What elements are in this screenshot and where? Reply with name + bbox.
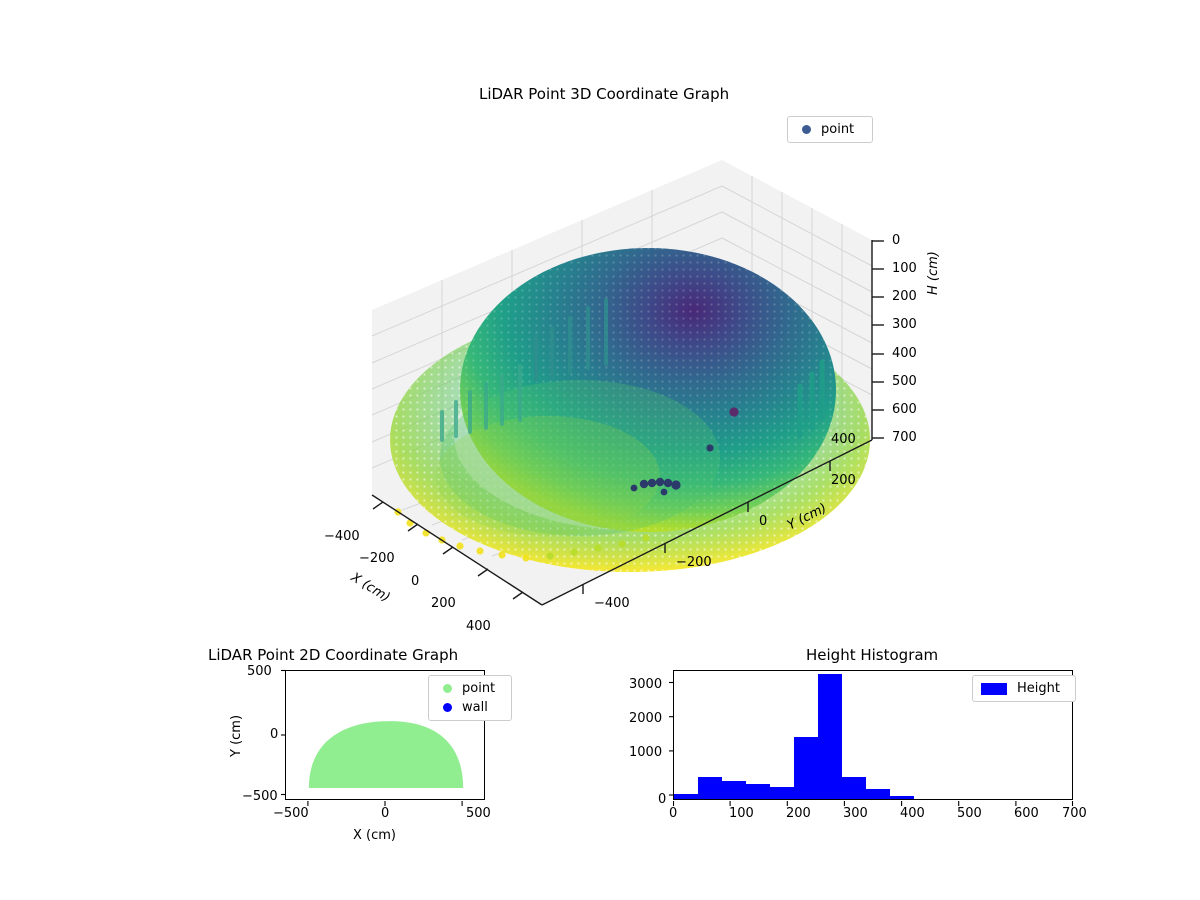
hist-ytick-1: 1000: [629, 745, 663, 760]
plot3d-xtick-1: −200: [359, 551, 395, 566]
plot2d-ytick-0: −500: [242, 789, 278, 804]
plot3d-ztick-2: 200: [892, 289, 917, 304]
plot3d-zlabel: H (cm): [926, 251, 941, 295]
histogram-bar: [746, 783, 770, 799]
plot3d-title: LiDAR Point 3D Coordinate Graph: [479, 85, 730, 103]
plot2d-xtick-1: 0: [381, 806, 390, 821]
plot3d-ztick-3: 300: [892, 317, 917, 332]
histogram-title: Height Histogram: [806, 646, 939, 664]
hist-xtick-5: 500: [957, 806, 982, 821]
plot3d-xtick-2: 0: [411, 574, 420, 589]
hist-xtick-0: 0: [669, 806, 678, 821]
hist-ytick-2: 2000: [629, 711, 663, 726]
plot3d-ytick-2: 0: [759, 514, 768, 529]
plot3d-xtick-4: 400: [466, 619, 491, 634]
hist-xtick-1: 100: [729, 806, 754, 821]
hist-xtick-7: 700: [1062, 806, 1087, 821]
histogram-bar: [698, 776, 722, 799]
plot2d-legend[interactable]: point wall: [428, 675, 512, 721]
plot3d-axes[interactable]: −400 −200 0 200 400 X (cm) −400 −200 0 2…: [324, 140, 941, 634]
legend-label-point: point: [821, 122, 855, 137]
hist-xtick-2: 200: [786, 806, 811, 821]
plot3d-point-cloud: [390, 248, 870, 572]
histogram-legend[interactable]: Height: [972, 675, 1076, 702]
legend-label-wall-2d: wall: [462, 700, 488, 715]
legend-entry-height[interactable]: Height: [979, 679, 1069, 698]
plot2d-title: LiDAR Point 2D Coordinate Graph: [208, 646, 459, 664]
plot3d-ztick-1: 100: [892, 261, 917, 276]
hist-xtick-4: 400: [900, 806, 925, 821]
legend-entry-wall-2d[interactable]: wall: [435, 698, 505, 717]
point-marker-icon: [443, 684, 452, 693]
plot3d-ytick-1: −200: [676, 555, 712, 570]
plot3d-ztick-6: 600: [892, 402, 917, 417]
histogram-bar: [842, 776, 866, 799]
plot2d-xtick-2: 500: [466, 806, 491, 821]
plot3d-ytick-0: −400: [594, 596, 630, 611]
height-swatch-icon: [981, 682, 1007, 695]
hist-ytick-3: 3000: [629, 677, 663, 692]
plot2d-ytickmarks: [281, 669, 286, 796]
legend-label-point-2d: point: [462, 681, 496, 696]
plot3d-legend[interactable]: point: [787, 116, 873, 143]
histogram-axes[interactable]: [673, 670, 1073, 800]
histogram-bars: [674, 671, 1072, 799]
legend-label-height: Height: [1017, 681, 1060, 696]
plot2d-ytick-2: 500: [247, 664, 272, 679]
plot3d-xtick-0: −400: [324, 529, 360, 544]
plot3d-ztick-5: 500: [892, 374, 917, 389]
histogram-bar: [770, 787, 794, 799]
point-marker-icon: [802, 125, 811, 134]
hist-ytickmarks: [669, 681, 674, 796]
plot3d-tickmarks: [372, 240, 884, 600]
legend-entry-point-2d[interactable]: point: [435, 679, 505, 698]
hist-xtickmarks: [673, 801, 1074, 806]
histogram-bar: [818, 674, 842, 799]
hist-ytick-0: 0: [658, 792, 667, 807]
histogram-bar: [890, 796, 914, 799]
wall-marker-icon: [443, 703, 452, 712]
plot3d-ztick-4: 400: [892, 346, 917, 361]
hist-xtick-3: 300: [843, 806, 868, 821]
plot3d-xtick-3: 200: [431, 596, 456, 611]
histogram-bar: [674, 793, 698, 799]
plot2d-xtick-0: −500: [273, 806, 309, 821]
hist-xtick-6: 600: [1014, 806, 1039, 821]
plot2d-xlabel: X (cm): [353, 828, 396, 843]
histogram-bar: [866, 789, 890, 799]
legend-entry-point[interactable]: point: [794, 120, 866, 139]
plot3d-axis-lines: [371, 240, 873, 606]
plot3d-ztick-0: 0: [892, 233, 901, 248]
plot2d-ytick-1: 0: [270, 727, 279, 742]
plot3d-canvas: [371, 160, 884, 606]
plot3d-outlier-cluster: [630, 407, 739, 496]
plot3d-ytick-3: 200: [831, 473, 856, 488]
histogram-bar: [722, 780, 746, 799]
plot2d-canvas: [308, 721, 464, 788]
plot2d-xtickmarks: [307, 801, 463, 806]
plot2d-point-region: [308, 721, 464, 788]
plot3d-ztick-7: 700: [892, 430, 917, 445]
plot2d-ylabel: Y (cm): [229, 714, 244, 757]
histogram-bar: [794, 737, 818, 799]
plot3d-ytick-4: 400: [831, 432, 856, 447]
